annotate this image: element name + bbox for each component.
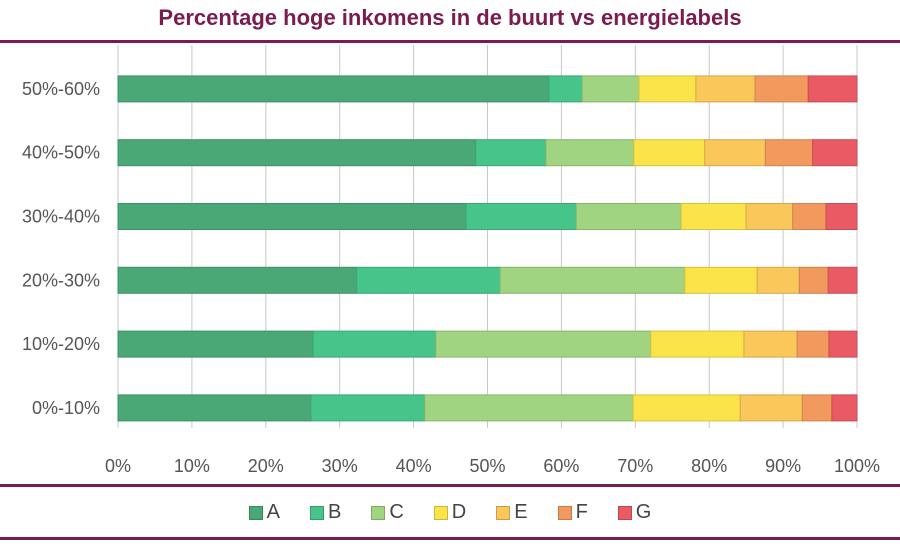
bar-segment-E [739, 394, 803, 422]
bar-segment-C [435, 330, 652, 358]
bar-segment-A [117, 394, 312, 422]
legend-item-D: D [433, 501, 467, 524]
bar-segment-B [312, 330, 437, 358]
bar-segment-B [356, 266, 501, 294]
y-tick-label: 30%-40% [22, 207, 100, 227]
bar-segment-A [117, 266, 358, 294]
bar-segment-F [792, 203, 827, 230]
bar-segment-E [756, 266, 800, 294]
x-tick-label: 40% [396, 456, 432, 476]
y-tick-label: 20%-30% [22, 270, 100, 290]
bar-segment-A [117, 139, 477, 167]
bar-segment-A [117, 330, 314, 358]
legend-label: A [266, 501, 280, 523]
bar-segment-D [680, 203, 747, 230]
legend-swatch [309, 505, 324, 520]
bar-segment-B [475, 139, 547, 167]
legend-label: B [327, 501, 342, 523]
bar-segment-D [684, 266, 758, 294]
bar-segment-F [754, 75, 809, 103]
y-tick-label: 40%-50% [22, 143, 100, 163]
legend-label: C [389, 501, 404, 523]
bar-segment-B [465, 203, 577, 230]
bar-segment-F [798, 266, 829, 294]
x-tick-label: 50% [469, 456, 505, 476]
legend-item-F: F [557, 501, 588, 524]
legend-label: G [635, 501, 652, 523]
bar-segment-C [424, 394, 634, 422]
legend-item-C: C [371, 501, 404, 524]
bar-segment-G [828, 330, 858, 358]
bar-segment-B [310, 394, 426, 422]
legend-item-A: A [248, 501, 280, 524]
legend-swatch [496, 505, 511, 520]
title-divider [0, 40, 900, 43]
legend-swatch [371, 505, 386, 520]
x-tick-label: 30% [322, 456, 358, 476]
legend-label: D [451, 501, 467, 523]
legend-item-E: E [496, 501, 528, 524]
legend-label: F [575, 501, 588, 523]
legend-swatch [617, 505, 632, 520]
y-tick-label: 10%-20% [22, 334, 100, 354]
legend-divider-top [0, 484, 900, 487]
bar-segment-E [745, 203, 794, 230]
bar-segment-B [548, 75, 583, 103]
bar-segment-D [632, 394, 741, 422]
bar-segment-D [633, 139, 706, 167]
legend-swatch [557, 505, 572, 520]
x-tick-label: 100% [834, 456, 880, 476]
x-tick-label: 60% [543, 456, 579, 476]
bar-segment-F [796, 330, 830, 358]
chart-title: Percentage hoge inkomens in de buurt vs … [158, 5, 742, 30]
legend-swatch [248, 505, 263, 520]
x-tick-label: 0% [105, 456, 131, 476]
bar-segment-D [638, 75, 697, 103]
y-tick-label: 50%-60% [22, 79, 100, 99]
x-tick-label: 20% [248, 456, 284, 476]
x-tick-label: 70% [617, 456, 653, 476]
legend: A B C D E F G [0, 501, 900, 524]
bar-segment-D [650, 330, 745, 358]
legend-item-G: G [617, 501, 652, 524]
bar-segment-C [545, 139, 635, 167]
bar-segment-G [827, 266, 858, 294]
bar-segment-E [704, 139, 766, 167]
x-tick-label: 90% [765, 456, 801, 476]
y-tick-label: 0%-10% [32, 398, 100, 418]
bar-segment-C [575, 203, 682, 230]
bar-segment-A [117, 75, 550, 103]
bar-segment-F [764, 139, 814, 167]
legend-swatch [433, 505, 448, 520]
x-tick-label: 10% [174, 456, 210, 476]
bar-segment-C [581, 75, 640, 103]
bar-segment-G [825, 203, 858, 230]
legend-divider-bottom [0, 537, 900, 540]
bar-segment-G [812, 139, 858, 167]
x-tick-label: 80% [691, 456, 727, 476]
bar-segment-E [695, 75, 756, 103]
bar-segment-F [801, 394, 833, 422]
bar-segment-C [499, 266, 686, 294]
bar-segment-G [807, 75, 858, 103]
bar-segment-E [743, 330, 798, 358]
bar-segment-A [117, 203, 467, 230]
plot-area: 0% 10% 20% 30% 40% 50% 60% 70% 80% 90% 100% 50%-60%… [22, 45, 880, 476]
legend-label: E [514, 501, 528, 523]
legend-item-B: B [309, 501, 342, 524]
bar-segment-G [831, 394, 858, 422]
